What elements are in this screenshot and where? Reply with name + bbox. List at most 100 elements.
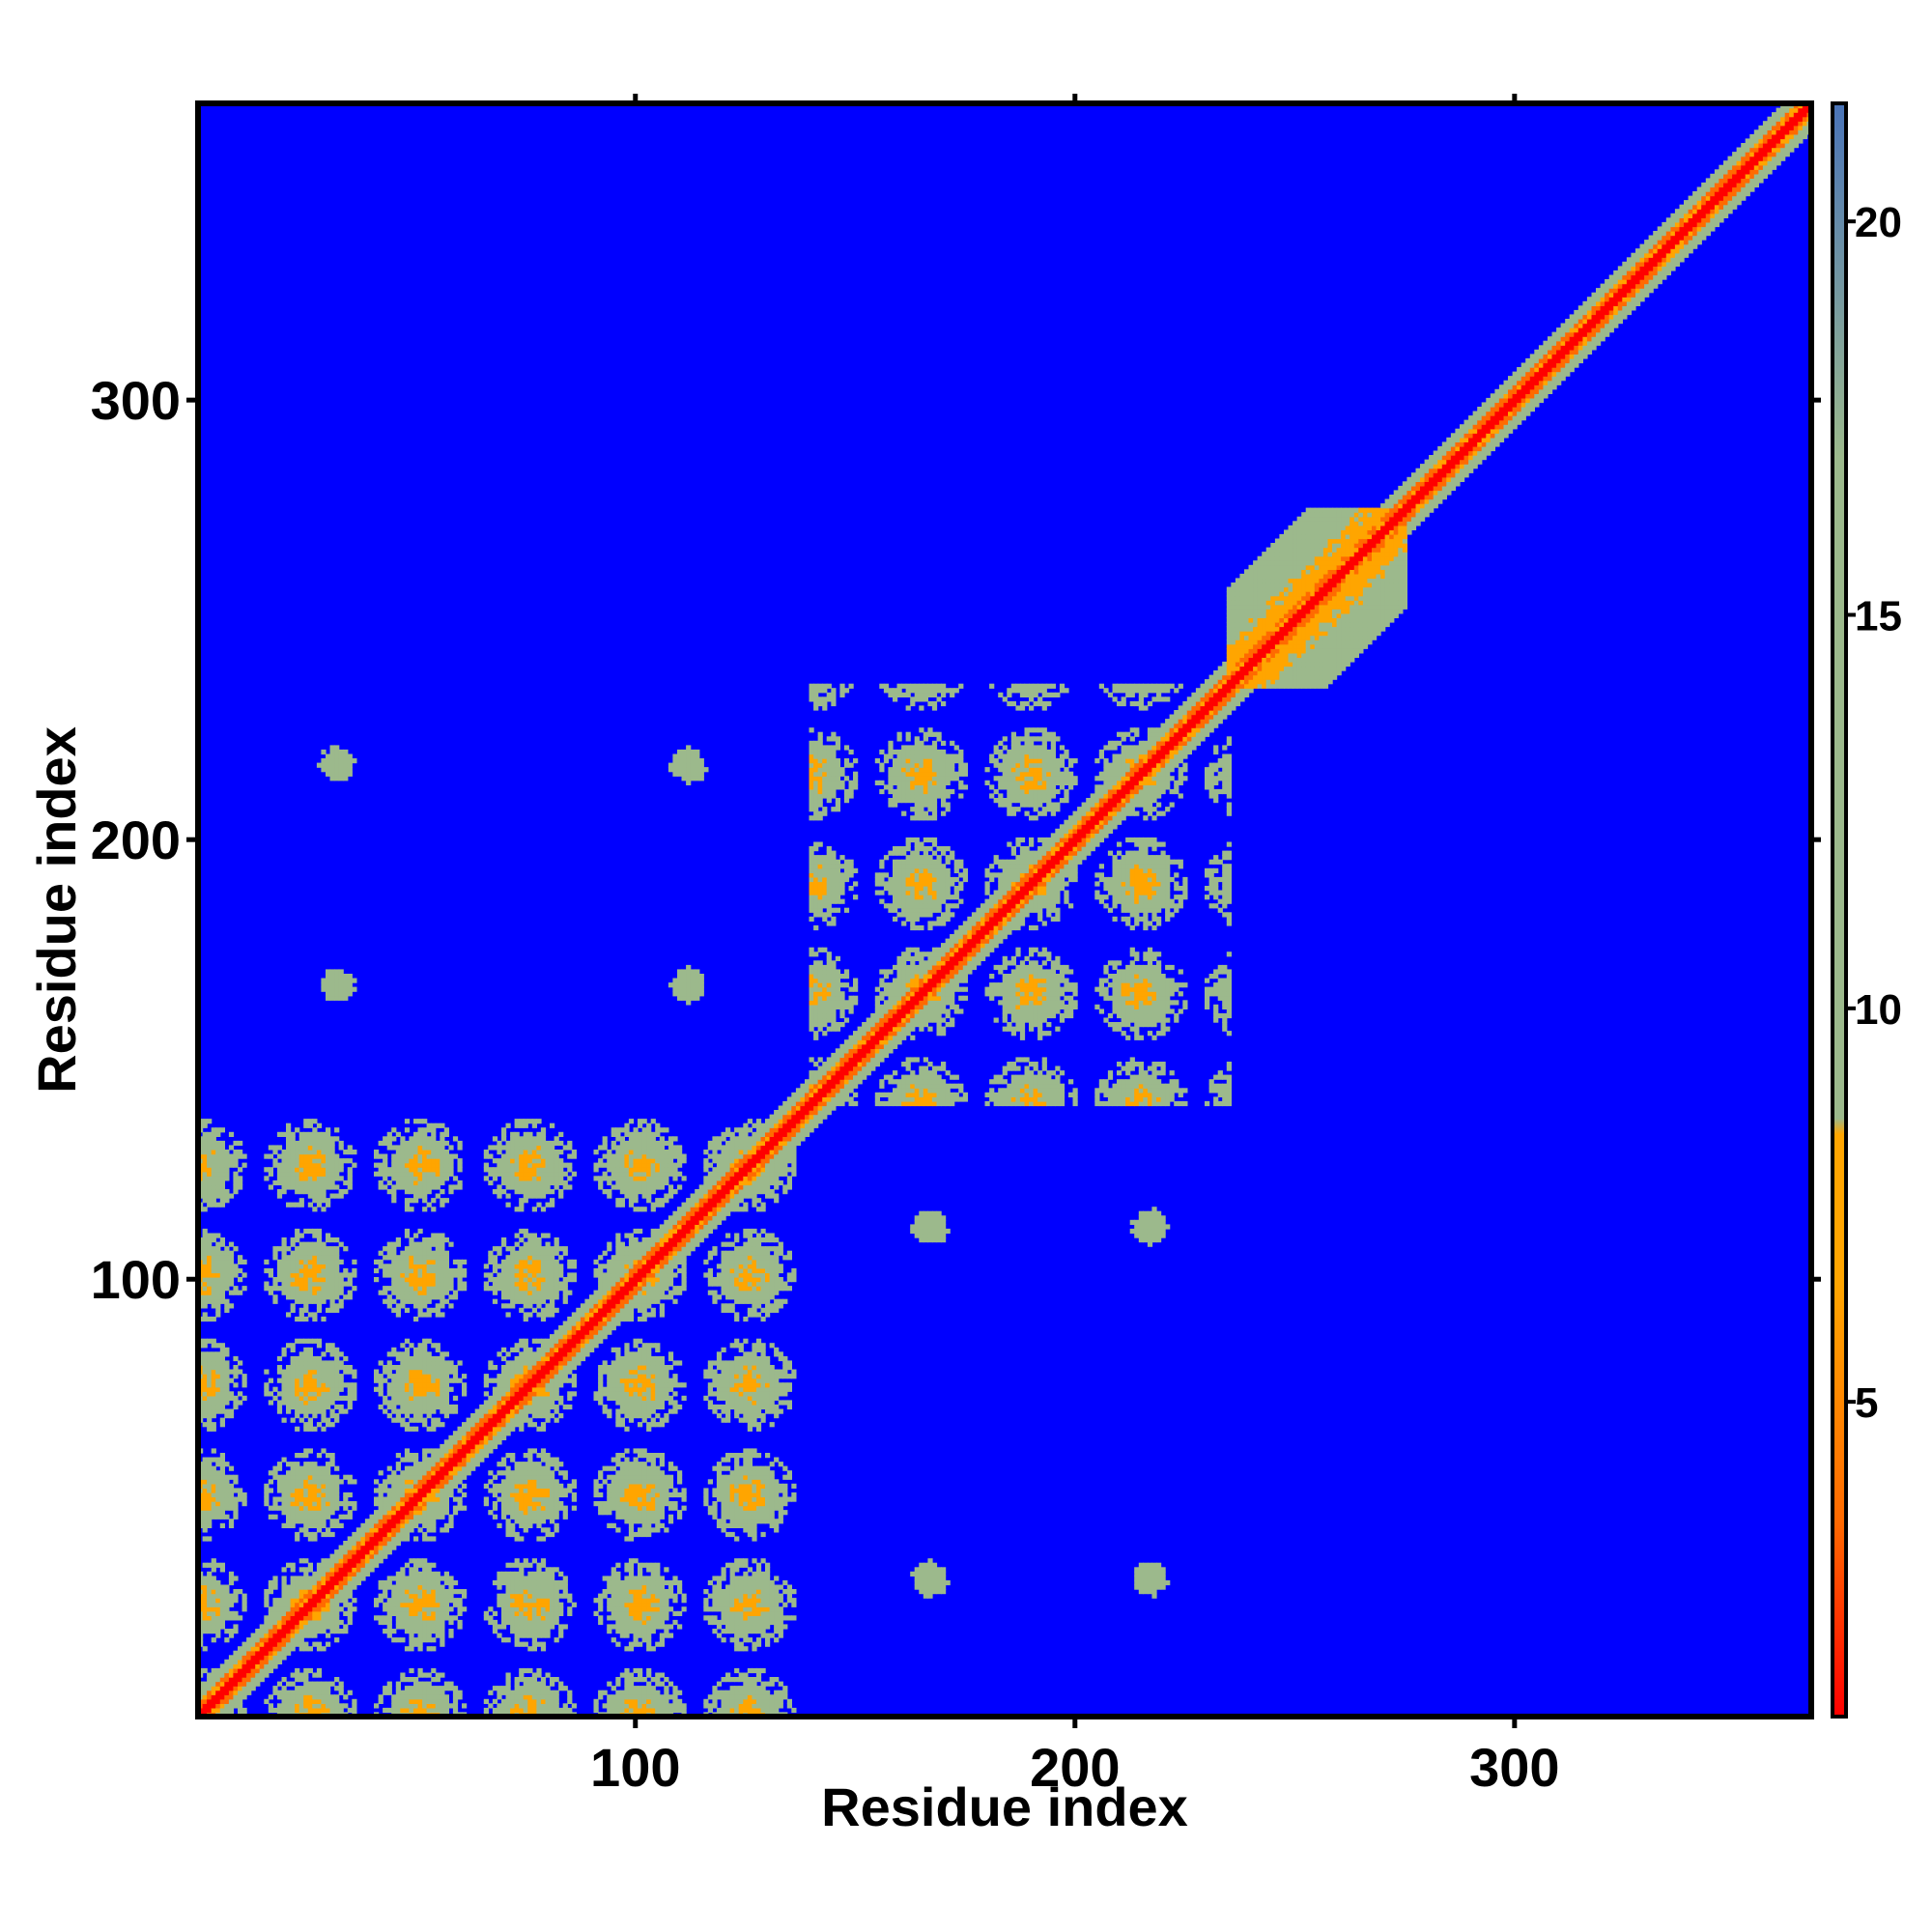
heatmap-cell — [207, 1400, 213, 1406]
heatmap-cell — [527, 1562, 533, 1568]
heatmap-cell — [505, 1598, 511, 1604]
heatmap-cell — [202, 1233, 208, 1238]
heatmap-cell — [435, 1686, 440, 1691]
heatmap-cell — [531, 1189, 537, 1195]
heatmap-cell — [312, 1233, 318, 1238]
heatmap-cell — [307, 1496, 313, 1502]
heatmap-cell — [426, 1400, 432, 1406]
heatmap-cell — [523, 1250, 528, 1256]
heatmap-cell — [400, 1303, 406, 1309]
heatmap-cell — [321, 1365, 327, 1371]
heatmap-cell — [224, 1189, 230, 1195]
heatmap-cell — [316, 1378, 323, 1383]
heatmap-cell — [443, 1488, 449, 1493]
heatmap-cell — [404, 1307, 411, 1313]
heatmap-cell — [219, 1202, 225, 1208]
heatmap-cell — [400, 1408, 406, 1414]
heatmap-cell — [527, 1255, 533, 1261]
heatmap-cell — [295, 1593, 300, 1599]
heatmap-cell — [378, 1549, 384, 1555]
heatmap-cell — [224, 1514, 230, 1520]
heatmap-cell — [202, 1527, 208, 1533]
heatmap-cell — [338, 1707, 344, 1714]
heatmap-cell — [409, 1510, 414, 1516]
heatmap-cell — [329, 1483, 335, 1489]
heatmap-cell — [386, 1522, 392, 1528]
heatmap-cell — [369, 1567, 375, 1573]
heatmap-cell — [202, 1562, 208, 1568]
heatmap-cell — [497, 1150, 502, 1155]
heatmap-cell — [523, 1382, 528, 1388]
heatmap-cell — [501, 1698, 507, 1704]
heatmap-cell — [383, 1488, 388, 1493]
heatmap-cell — [343, 1567, 349, 1573]
heatmap-cell — [413, 1522, 419, 1528]
heatmap-cell — [431, 1281, 437, 1287]
heatmap-cell — [501, 1391, 507, 1397]
heatmap-cell — [501, 1378, 507, 1383]
heatmap-cell — [207, 1571, 213, 1577]
heatmap-cell — [338, 1378, 344, 1383]
heatmap-cell — [510, 1426, 516, 1432]
heatmap-cell — [519, 1641, 525, 1647]
heatmap-cell — [303, 1567, 309, 1573]
heatmap-cell — [276, 1176, 283, 1181]
heatmap-cell — [519, 1136, 525, 1142]
heatmap-cell — [383, 1589, 388, 1595]
heatmap-cell — [286, 1646, 292, 1652]
heatmap-cell — [347, 1707, 353, 1714]
heatmap-cell — [286, 1264, 292, 1269]
heatmap-cell — [523, 1510, 528, 1516]
heatmap-cell — [431, 1624, 437, 1630]
heatmap-cell — [326, 1264, 331, 1269]
heatmap-cell — [400, 1703, 406, 1709]
heatmap-cell — [316, 1562, 323, 1568]
heatmap-cell — [443, 1453, 449, 1459]
heatmap-cell — [422, 1198, 428, 1204]
heatmap-cell — [514, 1677, 520, 1683]
heatmap-cell — [250, 1659, 256, 1664]
heatmap-cell — [440, 1474, 445, 1480]
heatmap-cell — [298, 1567, 304, 1573]
heatmap-cell — [443, 1395, 449, 1401]
heatmap-cell — [202, 1184, 208, 1190]
heatmap-cell — [404, 1264, 411, 1269]
heatmap-cell — [488, 1167, 494, 1173]
heatmap-cell — [207, 1474, 213, 1480]
heatmap-cell — [431, 1162, 437, 1168]
heatmap-cell — [202, 1122, 208, 1128]
heatmap-cell — [462, 1457, 468, 1463]
heatmap-cell — [276, 1462, 283, 1467]
heatmap-cell — [233, 1655, 239, 1661]
heatmap-cell — [531, 1462, 537, 1467]
heatmap-cell — [531, 1633, 537, 1638]
heatmap-cell — [321, 1488, 327, 1493]
heatmap-cell — [404, 1707, 411, 1714]
heatmap-cell — [233, 1610, 239, 1616]
heatmap-cell — [303, 1492, 309, 1498]
heatmap-cell — [303, 1576, 309, 1581]
heatmap-cell — [383, 1395, 388, 1401]
heatmap-cell — [329, 1369, 335, 1375]
heatmap-cell — [202, 1167, 208, 1173]
heatmap-cell — [338, 1558, 344, 1564]
heatmap-cell — [295, 1171, 300, 1177]
heatmap-cell — [514, 1703, 520, 1709]
heatmap-cell — [523, 1150, 528, 1155]
heatmap-cell — [391, 1198, 397, 1204]
heatmap-cell — [417, 1667, 423, 1674]
heatmap-cell — [400, 1343, 406, 1349]
heatmap-cell — [272, 1150, 278, 1155]
heatmap-cell — [404, 1703, 411, 1709]
heatmap-cell — [281, 1646, 287, 1652]
heatmap-cell — [211, 1501, 216, 1507]
heatmap-cell — [519, 1462, 525, 1467]
heatmap-cell — [360, 1571, 366, 1577]
heatmap-cell — [527, 1501, 533, 1507]
heatmap-cell — [238, 1360, 243, 1366]
heatmap-cell — [276, 1193, 283, 1199]
heatmap-cell — [228, 1505, 235, 1511]
heatmap-cell — [286, 1483, 292, 1489]
heatmap-cell — [386, 1386, 392, 1392]
heatmap-cell — [413, 1250, 419, 1256]
